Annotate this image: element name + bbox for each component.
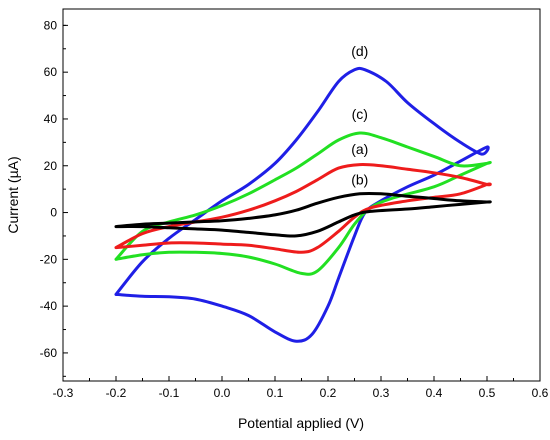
y-tick-label: 0 <box>50 206 57 220</box>
y-tick-label: 60 <box>44 65 58 79</box>
series-b-label: (b) <box>351 171 368 187</box>
y-axis-title: Current (µA) <box>5 156 21 233</box>
series-layer <box>114 66 492 343</box>
y-axis: -60 -40 -20 0 20 40 60 80 <box>40 18 68 377</box>
x-tick-label: -0.2 <box>106 386 127 400</box>
series-c-label: (c) <box>352 106 368 122</box>
series-c-line <box>114 131 492 276</box>
y-tick-label: 40 <box>44 112 58 126</box>
x-tick-label: 0.0 <box>214 386 231 400</box>
x-tick-label: 0.5 <box>479 386 496 400</box>
series-d-label: (d) <box>351 43 368 59</box>
curve-labels: (d) (c) (a) (b) <box>351 43 368 188</box>
x-tick-label: 0.1 <box>267 386 284 400</box>
series-a-label: (a) <box>351 141 368 157</box>
x-tick-label: 0.3 <box>373 386 390 400</box>
x-tick-label: 0.2 <box>320 386 337 400</box>
y-tick-label: 80 <box>44 18 58 32</box>
series-d-line <box>114 66 490 343</box>
x-tick-label: 0.4 <box>426 386 443 400</box>
series-b-line <box>114 191 492 238</box>
y-tick-label: -60 <box>40 346 58 360</box>
series-a-line <box>114 163 492 254</box>
plot-frame <box>62 8 541 382</box>
x-axis: -0.3 -0.2 -0.1 0.0 0.1 0.2 0.3 0.4 0.5 0.6 <box>53 376 549 400</box>
x-axis-title: Potential applied (V) <box>238 415 364 431</box>
y-tick-label: -20 <box>40 252 58 266</box>
y-tick-label: 20 <box>44 159 58 173</box>
y-tick-label: -40 <box>40 299 58 313</box>
x-tick-label: 0.6 <box>532 386 549 400</box>
x-tick-label: -0.1 <box>159 386 180 400</box>
x-tick-label: -0.3 <box>53 386 74 400</box>
